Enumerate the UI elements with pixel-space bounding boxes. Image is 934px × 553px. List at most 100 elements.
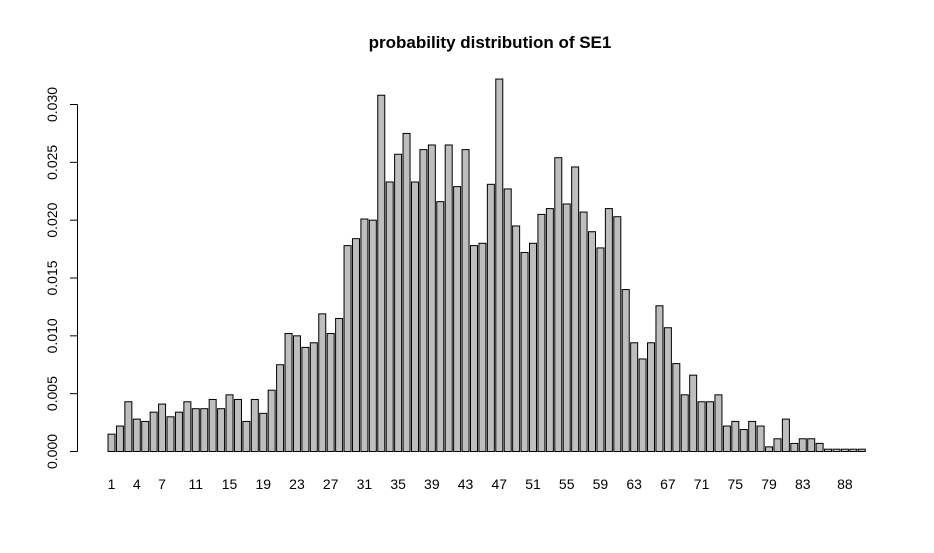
bar bbox=[453, 186, 462, 452]
bar bbox=[427, 144, 436, 452]
bar bbox=[765, 446, 774, 452]
bar bbox=[351, 238, 360, 452]
bar bbox=[815, 442, 824, 452]
bar bbox=[680, 394, 689, 453]
x-tick-label: 55 bbox=[559, 476, 575, 492]
x-tick-label: 27 bbox=[323, 476, 339, 492]
bar bbox=[360, 218, 369, 452]
bar bbox=[292, 335, 301, 452]
bar bbox=[191, 408, 200, 453]
bar bbox=[748, 420, 757, 452]
bar bbox=[689, 374, 698, 452]
bar bbox=[166, 416, 175, 452]
bar bbox=[242, 420, 251, 452]
x-axis-labels: 1 4 7 11 15 19 23 27 31 35 39 43 47 51 55 59 63 67 71 75 79 8… bbox=[108, 476, 853, 492]
bar bbox=[158, 403, 167, 452]
bar bbox=[562, 203, 571, 452]
bar bbox=[655, 305, 664, 453]
bar bbox=[469, 245, 478, 452]
y-tick-label: 0.010 bbox=[44, 318, 60, 353]
bar bbox=[326, 333, 335, 452]
x-tick-label: 23 bbox=[289, 476, 305, 492]
x-tick-label: 11 bbox=[189, 476, 204, 492]
bar bbox=[309, 342, 318, 452]
bar bbox=[503, 188, 512, 452]
bar bbox=[621, 289, 630, 452]
bar bbox=[402, 132, 411, 452]
bar bbox=[301, 346, 310, 452]
bar bbox=[225, 394, 234, 453]
bar bbox=[132, 418, 141, 452]
bar bbox=[436, 201, 445, 452]
x-tick-label: 51 bbox=[525, 476, 541, 492]
bar bbox=[672, 363, 681, 452]
bar bbox=[781, 418, 790, 452]
bar bbox=[259, 412, 268, 452]
bar bbox=[115, 425, 124, 452]
bar bbox=[200, 408, 209, 453]
bar bbox=[343, 245, 352, 452]
y-tick-label: 0.030 bbox=[44, 87, 60, 122]
bars bbox=[107, 78, 866, 453]
y-axis: 0.000 0.005 0.010 0.015 0.020 0.025 0.030 bbox=[44, 87, 78, 469]
bar bbox=[276, 364, 285, 452]
bar bbox=[579, 211, 588, 452]
x-tick-label: 19 bbox=[255, 476, 271, 492]
bar bbox=[250, 398, 259, 453]
bar bbox=[663, 327, 672, 452]
y-tick-label: 0.020 bbox=[44, 202, 60, 237]
x-tick-label: 75 bbox=[728, 476, 744, 492]
x-tick-label: 4 bbox=[133, 476, 141, 492]
bar bbox=[545, 208, 554, 452]
bar bbox=[571, 166, 580, 453]
bar bbox=[174, 411, 183, 453]
x-tick-label: 67 bbox=[660, 476, 676, 492]
bar bbox=[790, 442, 799, 452]
bar bbox=[368, 219, 377, 452]
x-tick-label: 15 bbox=[222, 476, 238, 492]
bar bbox=[385, 181, 394, 452]
bar bbox=[596, 247, 605, 452]
bar bbox=[857, 448, 866, 453]
bar bbox=[798, 438, 807, 452]
bar bbox=[849, 448, 858, 453]
bar bbox=[613, 216, 622, 452]
bar bbox=[444, 144, 453, 452]
bar bbox=[141, 420, 150, 452]
x-tick-label: 83 bbox=[795, 476, 811, 492]
bar bbox=[284, 333, 293, 452]
bar bbox=[588, 231, 597, 452]
x-tick-label: 7 bbox=[158, 476, 166, 492]
bar bbox=[512, 225, 521, 452]
bar bbox=[832, 448, 841, 453]
bar bbox=[697, 401, 706, 453]
bar bbox=[604, 208, 613, 452]
bar bbox=[638, 358, 647, 452]
bar bbox=[537, 213, 546, 452]
bar bbox=[124, 401, 133, 453]
bar bbox=[486, 183, 495, 452]
bar bbox=[410, 181, 419, 452]
bar bbox=[807, 438, 816, 452]
bar bbox=[377, 94, 386, 452]
bar bbox=[714, 394, 723, 453]
bar bbox=[318, 313, 327, 452]
bar bbox=[335, 317, 344, 453]
bar bbox=[149, 411, 158, 453]
y-tick-label: 0.015 bbox=[44, 260, 60, 295]
bar bbox=[183, 401, 192, 453]
bar bbox=[824, 448, 833, 453]
bar bbox=[495, 78, 504, 453]
x-tick-label: 39 bbox=[424, 476, 440, 492]
x-tick-label: 88 bbox=[837, 476, 853, 492]
bar bbox=[478, 242, 487, 452]
bar bbox=[419, 149, 428, 453]
bar bbox=[529, 242, 537, 452]
x-tick-label: 79 bbox=[761, 476, 777, 492]
bar bbox=[461, 149, 470, 453]
bar bbox=[840, 448, 849, 453]
bar bbox=[208, 398, 217, 453]
y-tick-label: 0.005 bbox=[44, 376, 60, 411]
bar bbox=[731, 420, 740, 452]
